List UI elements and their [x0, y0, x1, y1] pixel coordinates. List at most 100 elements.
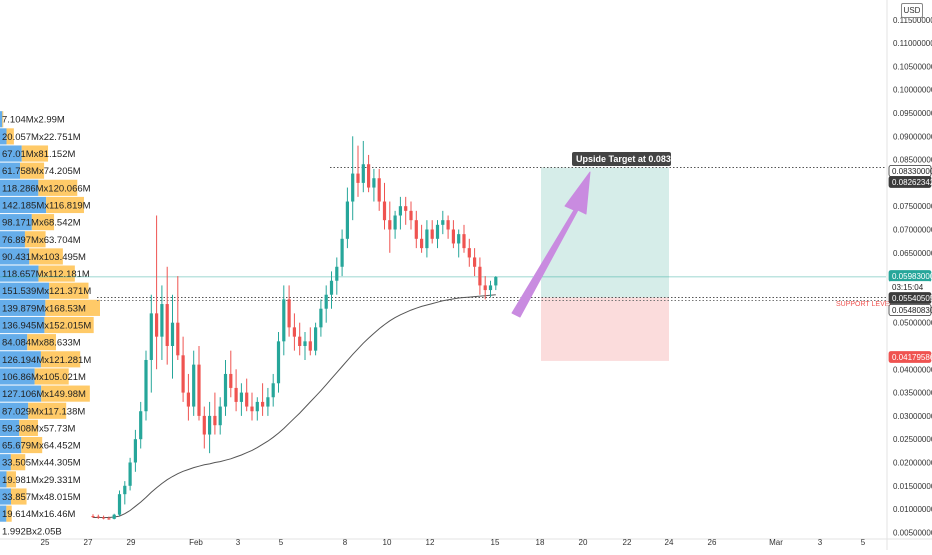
- price-tag: 03:15:04: [888, 281, 932, 293]
- annotations: Upside Target at 0.0833 SUPPORT LEVEL: [572, 152, 893, 308]
- volume-profile-buy-bar: [0, 214, 32, 231]
- price-tick-label: 0.06500000: [893, 249, 932, 258]
- candle-body: [446, 220, 450, 230]
- volume-profile-sell-bar: [6, 128, 14, 145]
- price-tag-text: 0.04179586: [892, 353, 932, 362]
- candle-body: [393, 215, 397, 230]
- candle-body: [250, 406, 254, 412]
- candle-body: [488, 285, 493, 291]
- candle-body: [382, 201, 387, 221]
- time-axis[interactable]: 25 27 29 Feb 3 5 8 10 12 15 18 20 22 24 26 Mar 3 5: [0, 538, 932, 547]
- volume-profile-label: 1.992Bx2.05B: [2, 526, 62, 537]
- volume-profile-buy-bar: [0, 402, 29, 419]
- candle-body: [451, 229, 455, 244]
- volume-profile-buy-bar: [0, 316, 45, 334]
- price-tick-label: 0.11000000: [893, 39, 932, 48]
- time-tick-label: 5: [861, 538, 866, 547]
- currency-button[interactable]: USD: [901, 3, 923, 18]
- price-tick-label: 0.01000000: [893, 505, 932, 514]
- price-axis[interactable]: 0.11500000 0.11000000 0.10500000 0.10000000…: [886, 0, 932, 550]
- volume-profile-sell-bar: [34, 368, 69, 385]
- volume-profile-sell-bar: [45, 299, 100, 316]
- time-tick-label: 12: [426, 538, 435, 547]
- candle-body: [435, 224, 440, 239]
- volume-profile-label: 136.945Mx152.015M: [2, 321, 91, 332]
- horizontal-lines: [0, 167, 886, 301]
- volume-profile-buy-bar: [0, 385, 42, 402]
- price-tick-label: 0.10500000: [893, 62, 932, 71]
- candle-body: [282, 299, 286, 342]
- time-tick-label: 20: [579, 538, 588, 547]
- candle-body: [409, 210, 413, 221]
- candle-body: [441, 220, 445, 225]
- candle-body: [144, 359, 148, 412]
- volume-profile-sell-bar: [38, 179, 78, 196]
- candle-body: [483, 285, 487, 291]
- volume-profile-label: 19.614Mx16.46M: [2, 509, 75, 520]
- candle-body: [192, 364, 196, 407]
- candle-body: [181, 355, 185, 393]
- candle-body: [149, 313, 153, 360]
- candle-body: [420, 238, 424, 249]
- volume-profile-label: 67.01Mx81.152M: [2, 149, 75, 160]
- candle-body: [107, 518, 111, 520]
- candle-body: [372, 178, 376, 188]
- candle-body: [340, 238, 344, 267]
- candle-body: [467, 248, 471, 258]
- volume-profile-sell-bar: [27, 334, 57, 351]
- volume-profile-buy-bar: [0, 231, 25, 248]
- candle-body: [319, 308, 323, 328]
- volume-profile-buy-bar: [0, 436, 22, 454]
- price-tag: 0.05983000: [888, 270, 932, 282]
- volume-profile-sell-bar: [24, 231, 46, 248]
- candle-body: [155, 313, 159, 337]
- volume-profile-sell-bar: [29, 248, 63, 265]
- price-tick-label: 0.05000000: [893, 319, 932, 328]
- candle-body: [292, 327, 296, 337]
- volume-profile-buy-bar: [0, 505, 7, 522]
- candle-body: [329, 280, 334, 295]
- target-label: Upside Target at 0.0833: [572, 152, 676, 166]
- candle-body: [356, 173, 360, 183]
- volume-profile-sell-bar: [6, 471, 16, 488]
- candle-body: [367, 164, 371, 188]
- candle-body: [234, 387, 238, 402]
- candle-body: [91, 516, 95, 518]
- price-tick-label: 0.08500000: [893, 156, 932, 165]
- position-zones: [541, 167, 669, 361]
- volume-profile-label: 98.171Mx68.542M: [2, 218, 81, 229]
- volume-profile-sell-bar: [2, 111, 4, 128]
- candle-body: [462, 234, 466, 249]
- price-tick-label: 0.03000000: [893, 412, 932, 421]
- candle-body: [202, 415, 206, 435]
- candle-body: [335, 266, 339, 281]
- candle-body: [303, 341, 307, 346]
- volume-profile-sell-bar: [41, 385, 90, 402]
- volume-profile-sell-bar: [6, 505, 12, 522]
- price-tag: 0.05540505: [888, 292, 932, 304]
- volume-profile-buy-bar: [0, 454, 11, 471]
- time-tick-label: 29: [127, 538, 136, 547]
- volume-profile-label: 118.286Mx120.066M: [2, 183, 91, 194]
- volume-profile-label: 65.679Mx64.452M: [2, 441, 81, 452]
- target-label-box: [572, 152, 671, 166]
- time-tick-label: 26: [708, 538, 717, 547]
- candle-body: [298, 336, 302, 346]
- volume-profile-sell-bar: [21, 436, 43, 454]
- price-tick-label: 0.09000000: [893, 132, 932, 141]
- volume-profile-label: 61.758Mx74.205M: [2, 166, 81, 177]
- volume-profile-sell-bar: [46, 196, 84, 214]
- volume-profile-buy-bar: [0, 351, 41, 368]
- moving-average-line: [93, 294, 496, 518]
- volume-profile-buy-bar: [0, 471, 7, 488]
- price-tick-label: 0.04000000: [893, 365, 932, 374]
- time-tick-label: 15: [491, 538, 500, 547]
- volume-profile-sell-bar: [21, 145, 49, 162]
- time-tick-label: Mar: [769, 538, 783, 547]
- volume-profile-label: 126.194Mx121.281M: [2, 355, 91, 366]
- price-tag-box: [888, 176, 932, 188]
- candle-body: [170, 322, 175, 346]
- price-tick-label: 0.10000000: [893, 86, 932, 95]
